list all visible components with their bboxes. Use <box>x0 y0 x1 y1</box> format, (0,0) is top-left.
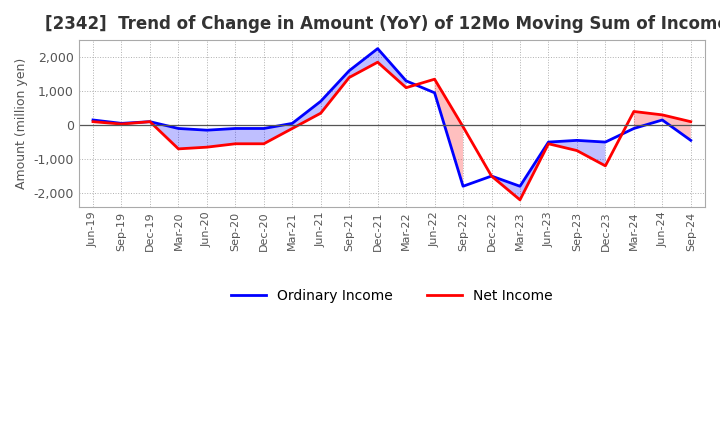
Net Income <box>658 112 667 117</box>
Net Income <box>145 119 154 125</box>
Net Income <box>174 146 183 151</box>
Net Income <box>117 121 126 127</box>
Net Income <box>231 141 240 147</box>
Net Income <box>288 126 297 131</box>
Net Income <box>374 59 382 65</box>
Ordinary Income <box>516 183 524 189</box>
Net Income <box>431 77 439 82</box>
Net Income <box>259 141 268 147</box>
Ordinary Income <box>89 117 97 123</box>
Y-axis label: Amount (million yen): Amount (million yen) <box>15 58 28 189</box>
Net Income <box>89 119 97 125</box>
Net Income <box>601 163 610 169</box>
Title: [2342]  Trend of Change in Amount (YoY) of 12Mo Moving Sum of Incomes: [2342] Trend of Change in Amount (YoY) o… <box>45 15 720 33</box>
Ordinary Income <box>259 126 268 131</box>
Net Income <box>686 119 695 125</box>
Ordinary Income <box>345 68 354 73</box>
Ordinary Income <box>572 138 581 143</box>
Ordinary Income <box>316 99 325 104</box>
Ordinary Income <box>487 173 496 179</box>
Ordinary Income <box>601 139 610 145</box>
Net Income <box>459 124 467 129</box>
Ordinary Income <box>288 121 297 126</box>
Ordinary Income <box>402 78 410 84</box>
Ordinary Income <box>174 126 183 131</box>
Ordinary Income <box>459 183 467 189</box>
Ordinary Income <box>117 121 126 126</box>
Ordinary Income <box>544 139 553 145</box>
Ordinary Income <box>686 138 695 143</box>
Net Income <box>202 144 211 150</box>
Ordinary Income <box>629 126 638 131</box>
Net Income <box>402 85 410 90</box>
Legend: Ordinary Income, Net Income: Ordinary Income, Net Income <box>225 283 558 308</box>
Net Income <box>487 173 496 179</box>
Net Income <box>629 109 638 114</box>
Ordinary Income <box>231 126 240 131</box>
Line: Net Income: Net Income <box>93 62 690 200</box>
Ordinary Income <box>202 128 211 133</box>
Line: Ordinary Income: Ordinary Income <box>93 48 690 186</box>
Ordinary Income <box>374 46 382 51</box>
Ordinary Income <box>145 119 154 125</box>
Ordinary Income <box>431 90 439 95</box>
Net Income <box>345 75 354 80</box>
Net Income <box>572 148 581 153</box>
Net Income <box>544 141 553 147</box>
Net Income <box>316 110 325 116</box>
Ordinary Income <box>658 117 667 123</box>
Net Income <box>516 197 524 202</box>
